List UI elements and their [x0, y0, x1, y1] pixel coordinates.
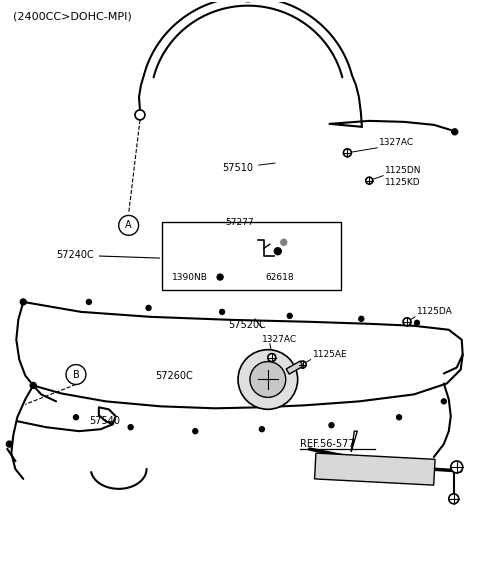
Text: 1125AE: 1125AE	[312, 350, 347, 358]
FancyArrow shape	[286, 361, 303, 374]
Text: (2400CC>DOHC-MPI): (2400CC>DOHC-MPI)	[13, 12, 132, 21]
Text: 1327AC: 1327AC	[262, 335, 297, 344]
Circle shape	[30, 382, 36, 389]
Circle shape	[299, 361, 306, 368]
Circle shape	[128, 425, 133, 430]
Circle shape	[359, 316, 364, 321]
Circle shape	[287, 313, 292, 318]
Circle shape	[415, 320, 420, 325]
Bar	[314, 453, 435, 485]
Text: 1390NB: 1390NB	[172, 273, 208, 282]
Circle shape	[220, 309, 225, 314]
Text: 1327AC: 1327AC	[379, 138, 414, 147]
Circle shape	[259, 427, 264, 432]
Circle shape	[329, 423, 334, 427]
Text: 57540: 57540	[89, 416, 120, 426]
Circle shape	[452, 129, 458, 135]
Circle shape	[343, 149, 351, 157]
Circle shape	[119, 215, 139, 235]
Circle shape	[238, 350, 298, 409]
Circle shape	[217, 274, 223, 280]
Circle shape	[403, 318, 411, 326]
Circle shape	[274, 248, 281, 255]
Text: REF.56-577: REF.56-577	[300, 439, 354, 449]
Ellipse shape	[241, 0, 255, 2]
Text: B: B	[72, 369, 79, 379]
Circle shape	[135, 110, 145, 120]
Circle shape	[73, 415, 78, 420]
Circle shape	[146, 306, 151, 310]
Text: 57277: 57277	[225, 219, 254, 227]
Circle shape	[451, 461, 463, 473]
Circle shape	[449, 494, 459, 504]
Text: 1125DN: 1125DN	[385, 166, 421, 175]
Circle shape	[20, 299, 26, 305]
Text: 1125DA: 1125DA	[417, 307, 453, 316]
Circle shape	[66, 365, 86, 385]
Circle shape	[193, 429, 198, 434]
Circle shape	[250, 361, 286, 397]
Circle shape	[86, 299, 91, 305]
Circle shape	[441, 399, 446, 404]
Text: 57260C: 57260C	[156, 371, 193, 382]
Text: 57510: 57510	[222, 163, 275, 173]
Circle shape	[281, 240, 287, 245]
Bar	[162, 222, 341, 290]
Circle shape	[366, 177, 373, 184]
Circle shape	[268, 354, 276, 361]
Circle shape	[396, 415, 402, 420]
Text: 1125KD: 1125KD	[385, 177, 421, 187]
Circle shape	[6, 441, 12, 447]
Text: A: A	[125, 220, 132, 230]
Text: 57240C: 57240C	[56, 250, 160, 260]
Text: 57520C: 57520C	[228, 320, 266, 330]
Text: 62618: 62618	[266, 273, 294, 282]
